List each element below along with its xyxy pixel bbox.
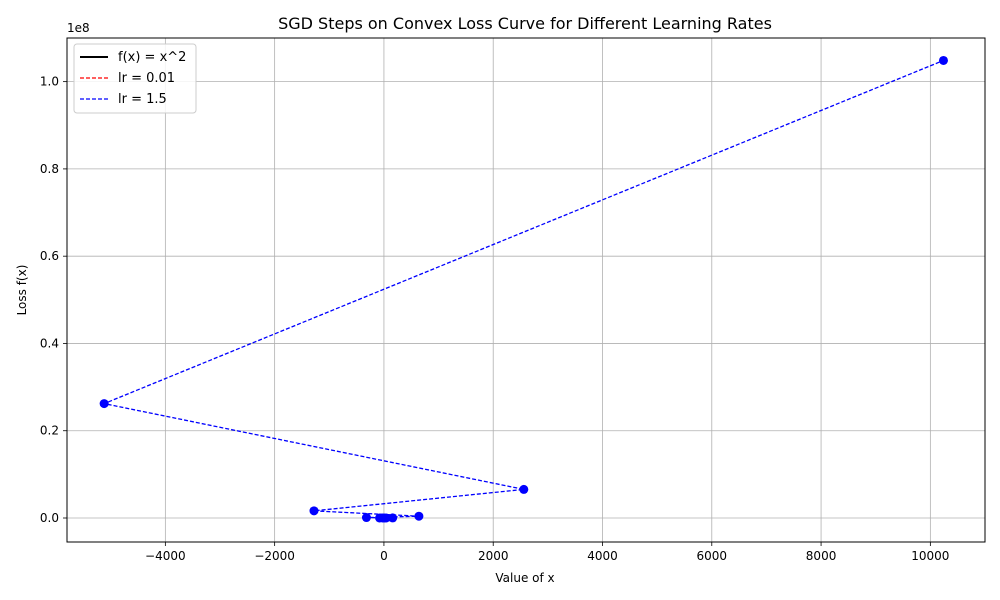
x-tick-label: −2000 [254, 549, 295, 563]
data-point [519, 484, 529, 494]
plot-frame [66, 37, 986, 543]
y-axis-label: Loss f(x) [15, 265, 29, 316]
grid-lines [67, 38, 985, 542]
y-tick-label: 0.4 [40, 336, 59, 350]
legend-label: lr = 0.01 [118, 71, 175, 86]
x-tick-label: 0 [380, 549, 388, 563]
data-point [361, 513, 371, 523]
y-tick-label: 0.2 [40, 424, 59, 438]
data-point [375, 513, 385, 523]
legend-label: lr = 1.5 [118, 92, 167, 107]
y-tick-label: 0.6 [40, 249, 59, 263]
y-axis-ticks: 0.0 0.2 0.4 0.6 0.8 1.0 [40, 75, 67, 525]
y-tick-label: 0.8 [40, 162, 59, 176]
data-point [381, 513, 391, 523]
y-tick-label: 0.0 [40, 511, 59, 525]
x-axis-label: Value of x [495, 571, 554, 585]
x-tick-label: 8000 [806, 549, 837, 563]
chart-title: SGD Steps on Convex Loss Curve for Diffe… [278, 14, 772, 33]
x-axis-ticks: −4000 −2000 0 2000 4000 6000 8000 10000 [145, 542, 949, 563]
data-point [309, 506, 319, 516]
legend-label: f(x) = x^2 [118, 50, 186, 65]
data-point [414, 511, 424, 521]
legend: f(x) = x^2 lr = 0.01 lr = 1.5 [73, 43, 197, 114]
x-tick-label: 10000 [911, 549, 949, 563]
data-point [388, 513, 398, 523]
x-tick-label: 4000 [587, 549, 618, 563]
series-line-2 [101, 59, 944, 519]
x-tick-label: −4000 [145, 549, 186, 563]
x-tick-label: 6000 [697, 549, 728, 563]
y-axis-offset-label: 1e8 [67, 21, 90, 35]
legend-box [73, 43, 197, 114]
plot-series [99, 55, 948, 523]
y-tick-label: 1.0 [40, 75, 59, 89]
data-point [938, 55, 948, 65]
data-point [99, 399, 109, 409]
x-tick-label: 2000 [478, 549, 509, 563]
